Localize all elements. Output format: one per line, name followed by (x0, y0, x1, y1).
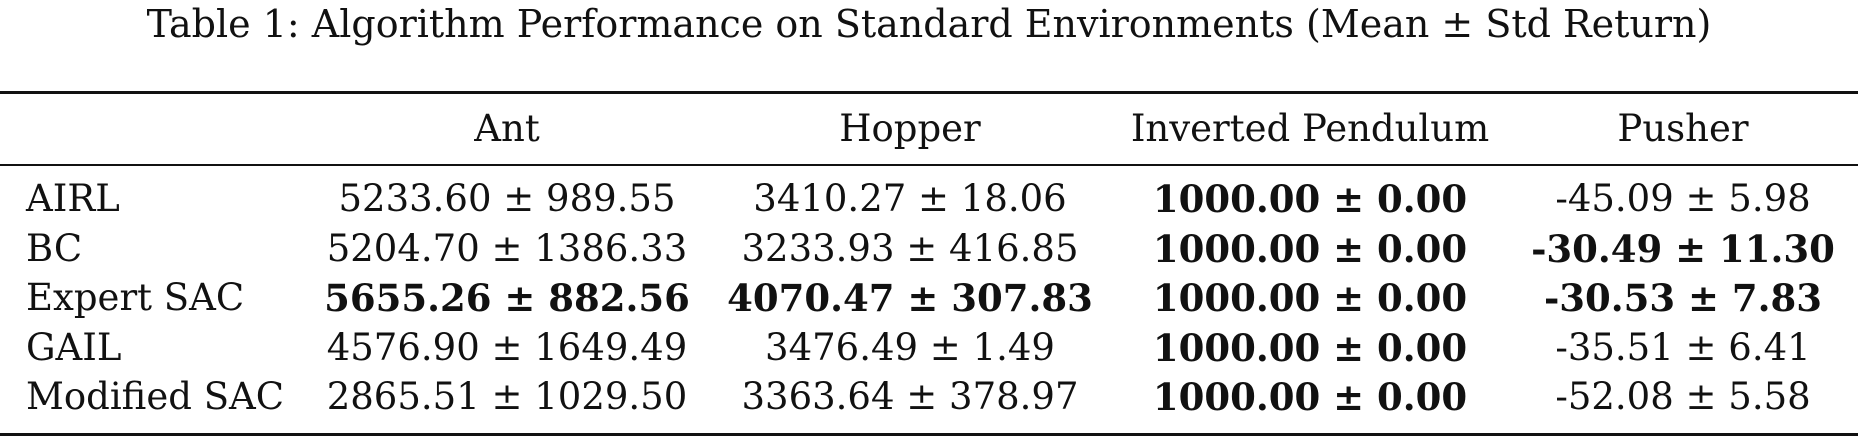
table-header-rule (0, 164, 1858, 166)
column-header-hopper: Hopper (839, 107, 981, 150)
table-cell: 2865.51 ± 1029.50 (326, 375, 688, 418)
table-cell: 3476.49 ± 1.49 (765, 326, 1055, 369)
table-cell: -30.49 ± 11.30 (1531, 227, 1835, 271)
table-cell: 3410.27 ± 18.06 (753, 177, 1067, 220)
table-cell: 5655.26 ± 882.56 (324, 276, 690, 320)
table-cell: 1000.00 ± 0.00 (1152, 177, 1468, 221)
table-cell: 1000.00 ± 0.00 (1152, 326, 1468, 370)
row-label: Modified SAC (26, 375, 285, 418)
table-cell: 3233.93 ± 416.85 (741, 227, 1079, 270)
table-cell: 4576.90 ± 1649.49 (326, 326, 688, 369)
table-cell: 5233.60 ± 989.55 (338, 177, 676, 220)
table-cell: 1000.00 ± 0.00 (1152, 227, 1468, 271)
table-cell: -35.51 ± 6.41 (1555, 326, 1811, 369)
table-cell: 5204.70 ± 1386.33 (326, 227, 688, 270)
row-label: GAIL (26, 326, 122, 369)
column-header-inverted-pendulum: Inverted Pendulum (1130, 107, 1490, 150)
table-cell: 3363.64 ± 378.97 (741, 375, 1079, 418)
table-cell: -30.53 ± 7.83 (1543, 276, 1823, 320)
row-label: Expert SAC (26, 276, 245, 319)
table-cell: 1000.00 ± 0.00 (1152, 276, 1468, 320)
table-cell: 4070.47 ± 307.83 (727, 276, 1093, 320)
table-cell: 1000.00 ± 0.00 (1152, 375, 1468, 419)
row-label: AIRL (26, 177, 120, 220)
table-cell: -45.09 ± 5.98 (1555, 177, 1811, 220)
column-header-pusher: Pusher (1617, 107, 1749, 150)
table-cell: -52.08 ± 5.58 (1555, 375, 1811, 418)
table-caption: Table 1: Algorithm Performance on Standa… (146, 2, 1712, 46)
column-header-ant: Ant (474, 107, 540, 150)
row-label: BC (26, 227, 83, 270)
table-bottom-rule (0, 433, 1858, 436)
table-top-rule (0, 91, 1858, 94)
